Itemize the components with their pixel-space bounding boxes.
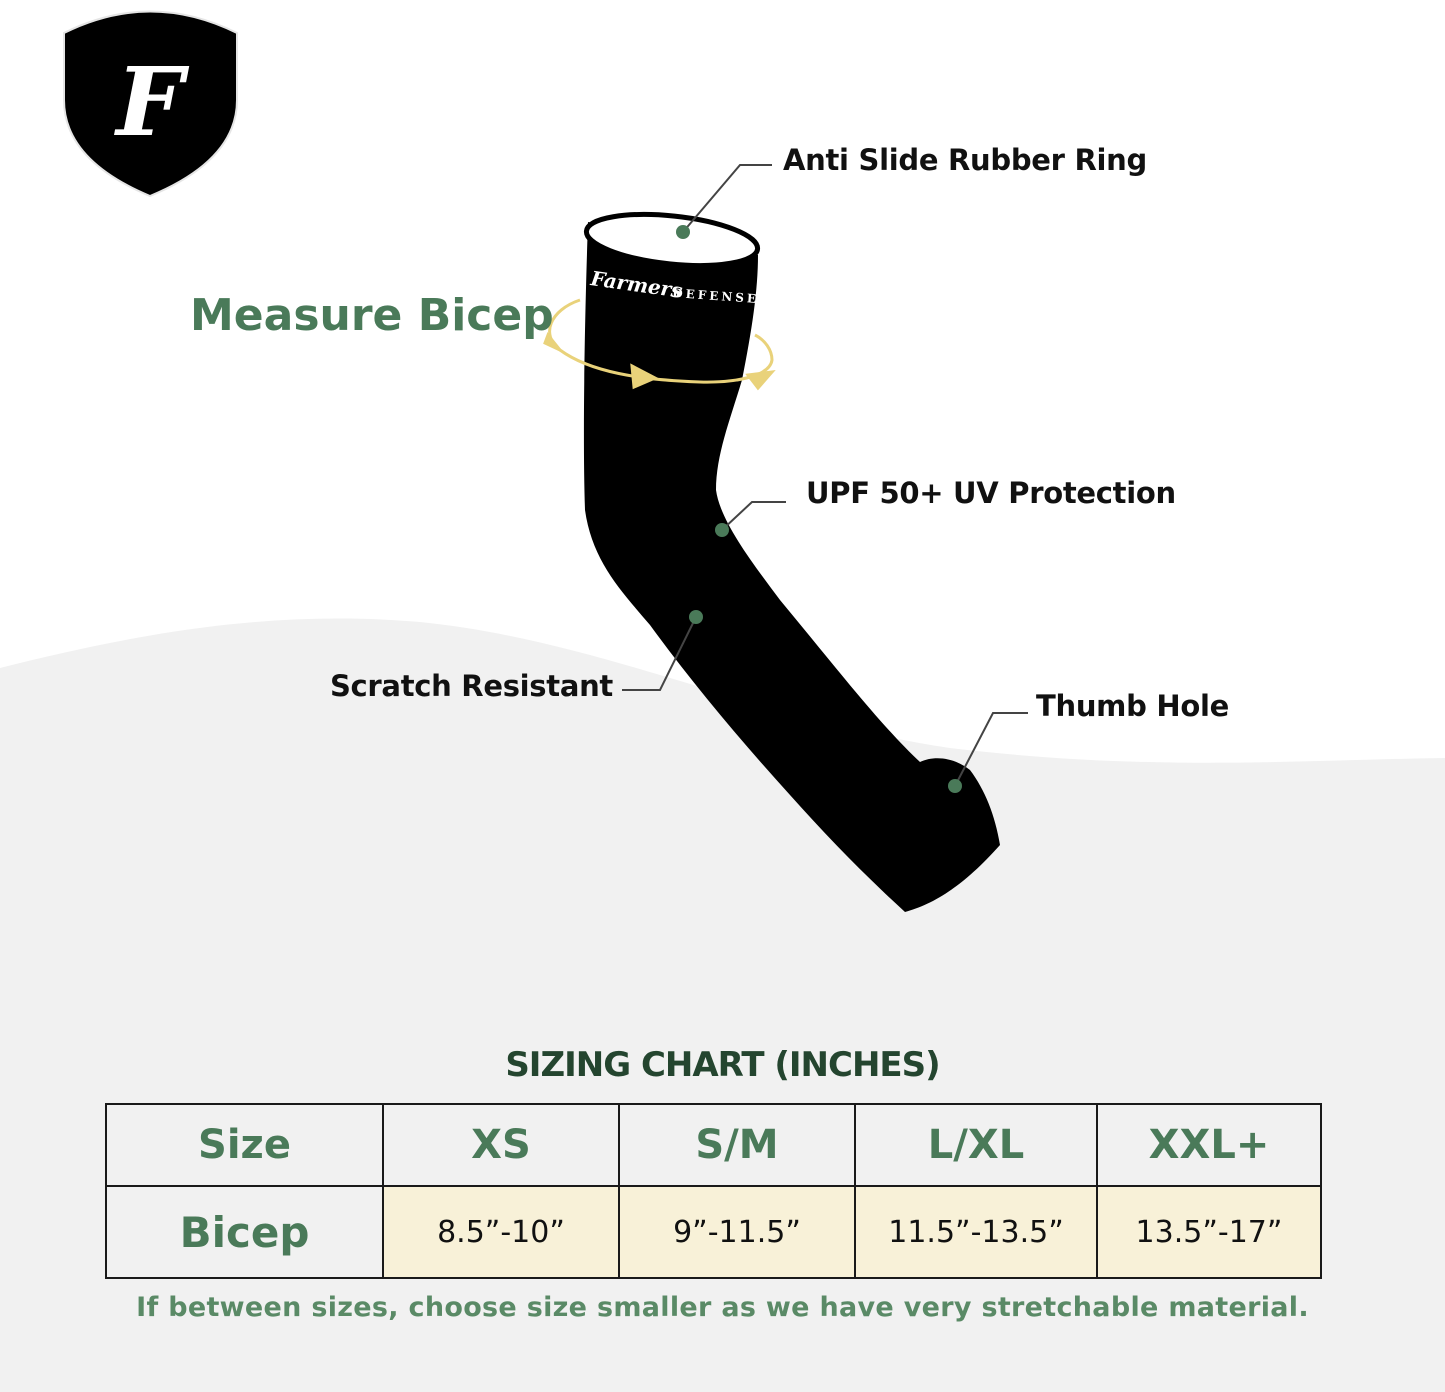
table-cell: 13.5”-17”: [1096, 1185, 1322, 1279]
measure-arrow-icon: [543, 298, 776, 391]
callout-lines: [622, 164, 1028, 787]
table-cell: 8.5”-10”: [382, 1185, 620, 1279]
arm-sleeve: [583, 222, 1000, 912]
sizing-note: If between sizes, choose size smaller as…: [136, 1292, 1309, 1323]
callout-thumb: Thumb Hole: [1036, 689, 1229, 723]
table-header-row: Size XS S/M L/XL XXL+: [105, 1103, 1322, 1187]
sizing-table: Size XS S/M L/XL XXL+ Bicep 8.5”-10” 9”-…: [105, 1103, 1322, 1279]
table-cell: 11.5”-13.5”: [854, 1185, 1098, 1279]
sizing-chart-title: SIZING CHART (INCHES): [505, 1045, 940, 1085]
callout-dots: [676, 225, 962, 793]
callout-upf: UPF 50+ UV Protection: [806, 476, 1176, 510]
table-cell: 9”-11.5”: [618, 1185, 856, 1279]
measure-bicep-label: Measure Bicep: [190, 290, 554, 341]
header-cell: L/XL: [854, 1103, 1098, 1187]
header-cell: XXL+: [1096, 1103, 1322, 1187]
header-cell: S/M: [618, 1103, 856, 1187]
callout-ring: Anti Slide Rubber Ring: [783, 143, 1147, 177]
callout-scratch: Scratch Resistant: [329, 669, 613, 703]
row-label: Bicep: [105, 1185, 384, 1279]
rubber-ring-opening: [583, 211, 761, 269]
svg-text:DEFENSE: DEFENSE: [672, 286, 760, 306]
header-cell: XS: [382, 1103, 620, 1187]
header-cell: Size: [105, 1103, 384, 1187]
svg-text:F: F: [113, 47, 189, 158]
table-row: Bicep 8.5”-10” 9”-11.5” 11.5”-13.5” 13.5…: [105, 1185, 1322, 1279]
brand-logo: F: [63, 10, 238, 198]
